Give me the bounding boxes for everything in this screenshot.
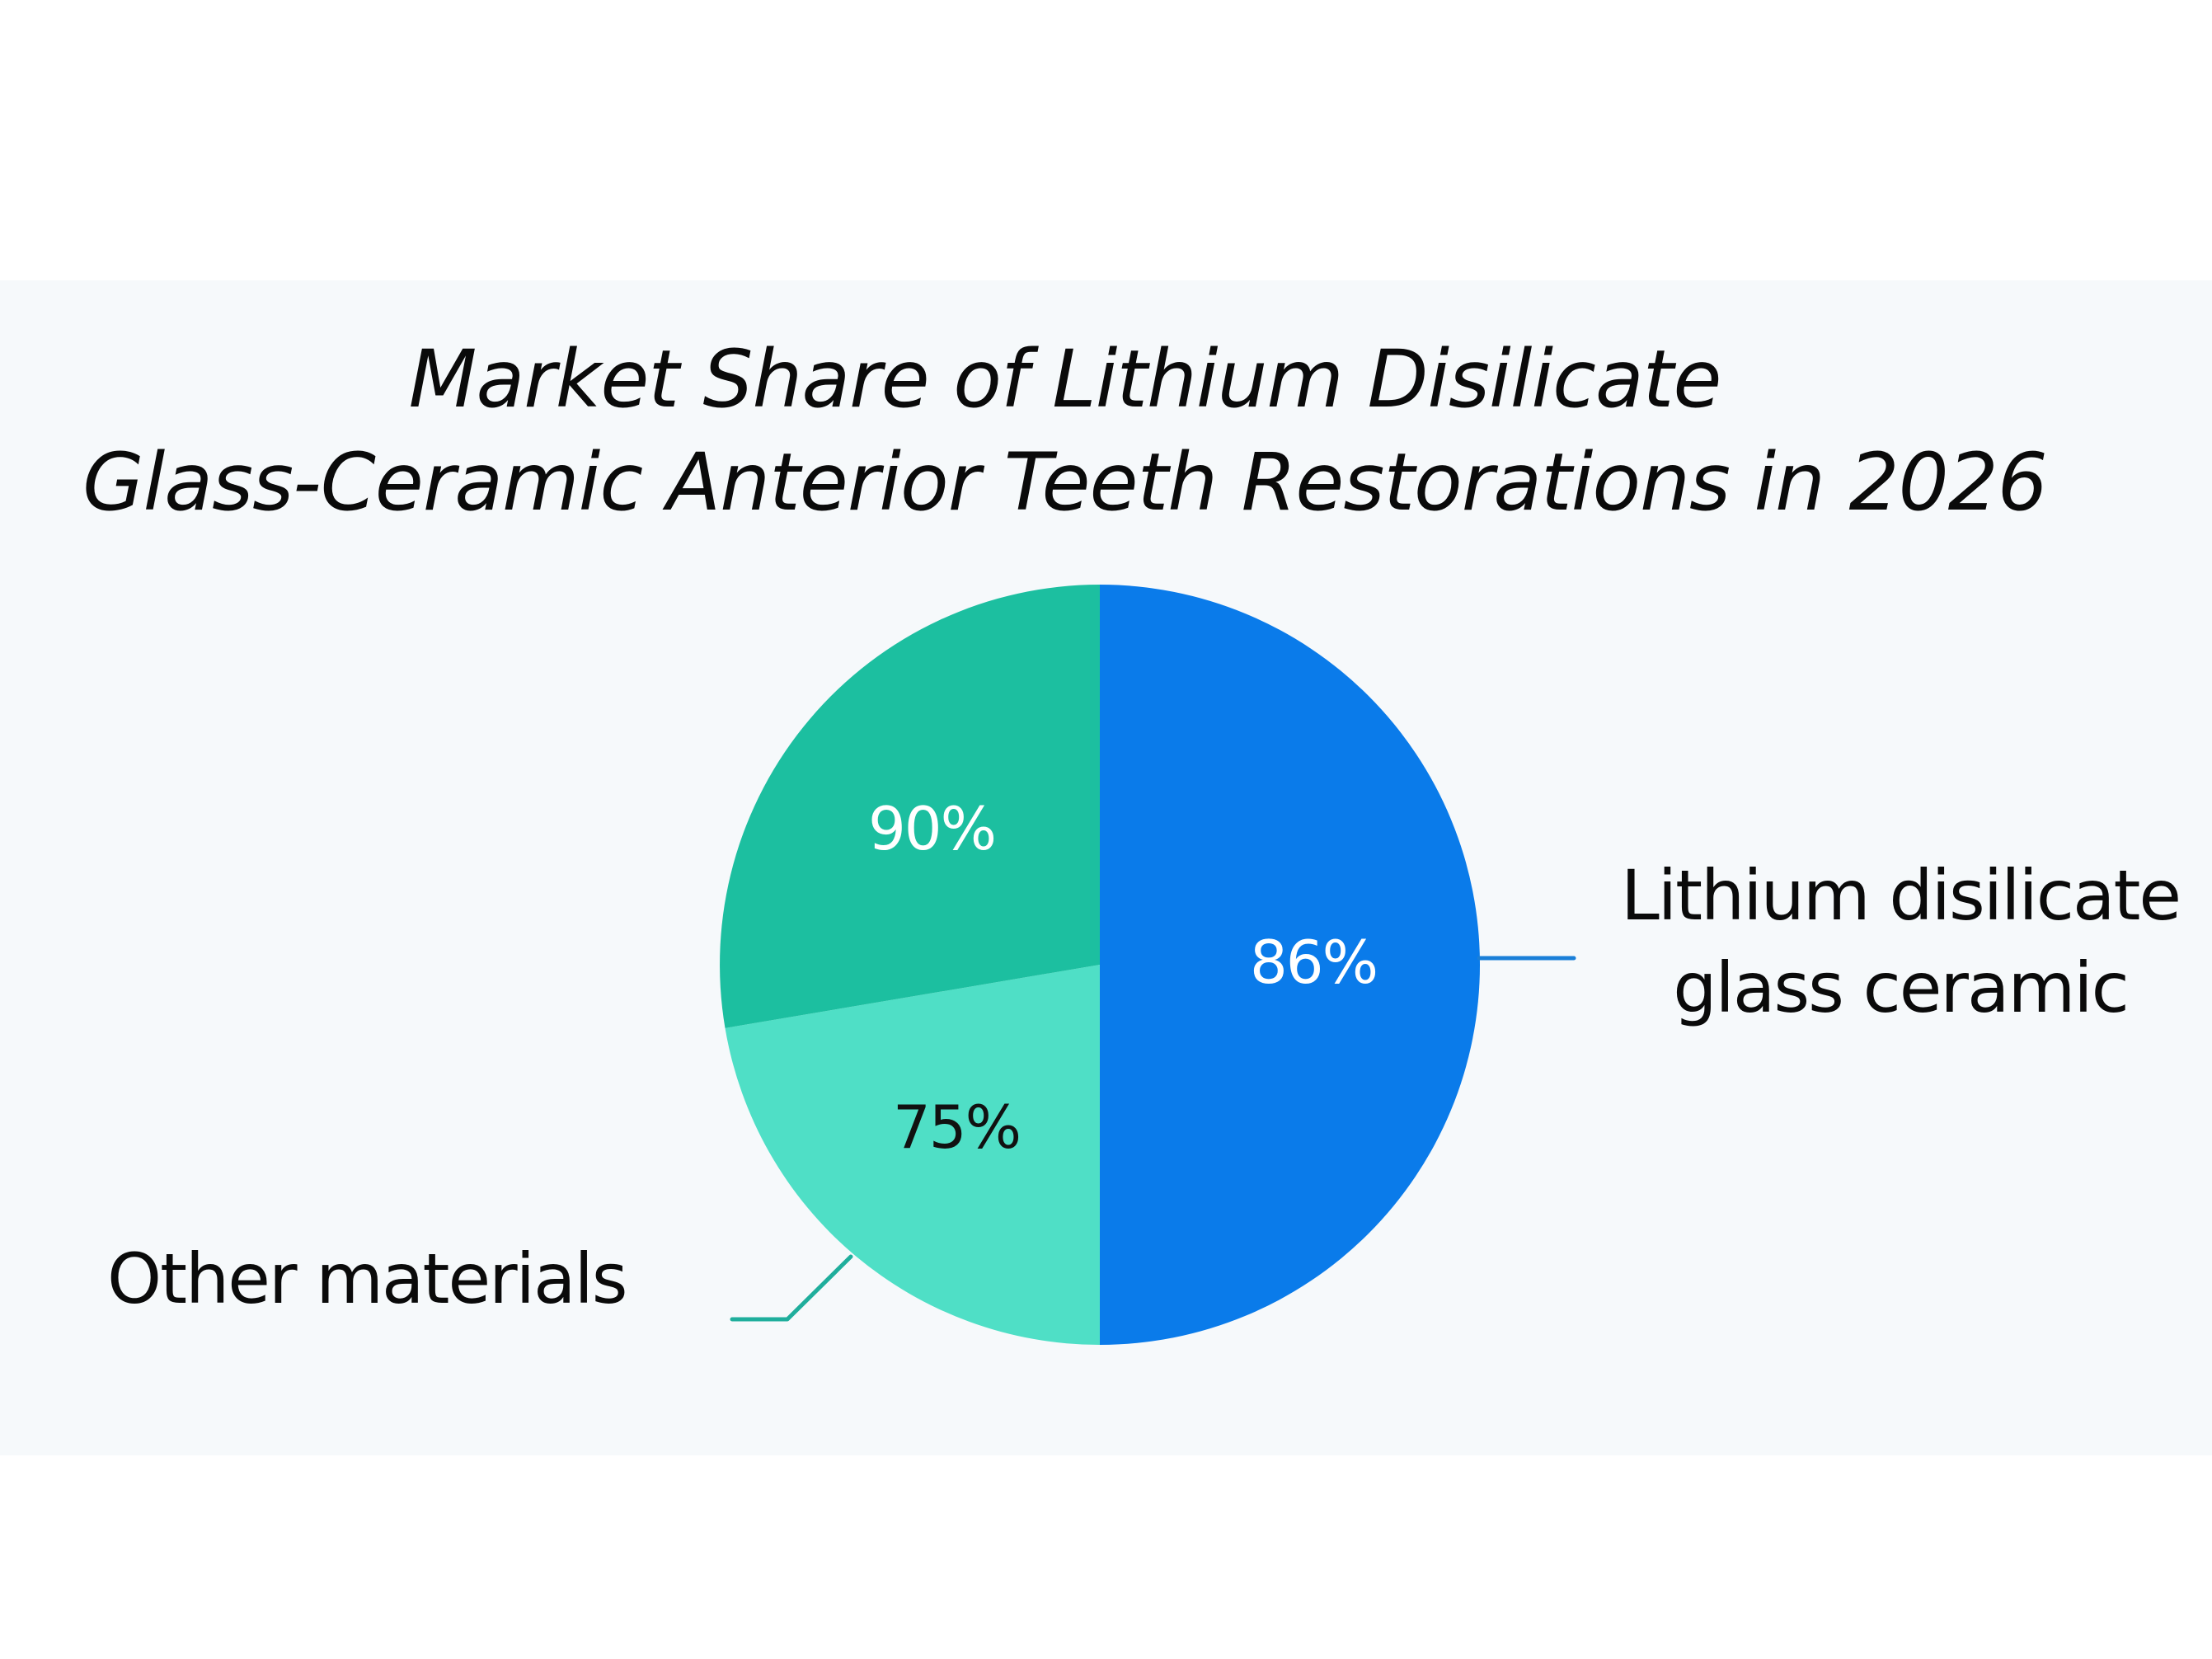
legend-label-lithium-disilicate: Lithium disilicate glass ceramic — [1608, 849, 2193, 1034]
legend-label-line-1: Lithium disilicate — [1620, 855, 2181, 936]
pie-slice-lithium-disilicate[interactable] — [1100, 585, 1480, 1345]
pie-slices — [720, 585, 1480, 1345]
chart-title: Market Share of Lithium Disilicate Glass… — [0, 328, 2130, 534]
legend-label-line-1: Other materials — [107, 1238, 628, 1319]
leader-line-other-materials — [730, 1254, 853, 1322]
slice-value-label-75: 75% — [892, 1093, 1021, 1162]
legend-label-other-materials: Other materials — [107, 1233, 628, 1325]
leader-lines — [730, 956, 1576, 1322]
pie-slice-other-light[interactable] — [725, 965, 1101, 1345]
slice-value-label-90: 90% — [867, 794, 997, 863]
chart-title-line-1: Market Share of Lithium Disilicate — [408, 333, 1722, 425]
chart-title-line-2: Glass-Ceramic Anterior Teeth Restoration… — [82, 436, 2048, 529]
legend-label-line-2: glass ceramic — [1673, 947, 2130, 1028]
pie-slice-other-dark[interactable] — [720, 585, 1100, 1028]
slice-value-label-86: 86% — [1249, 928, 1378, 997]
